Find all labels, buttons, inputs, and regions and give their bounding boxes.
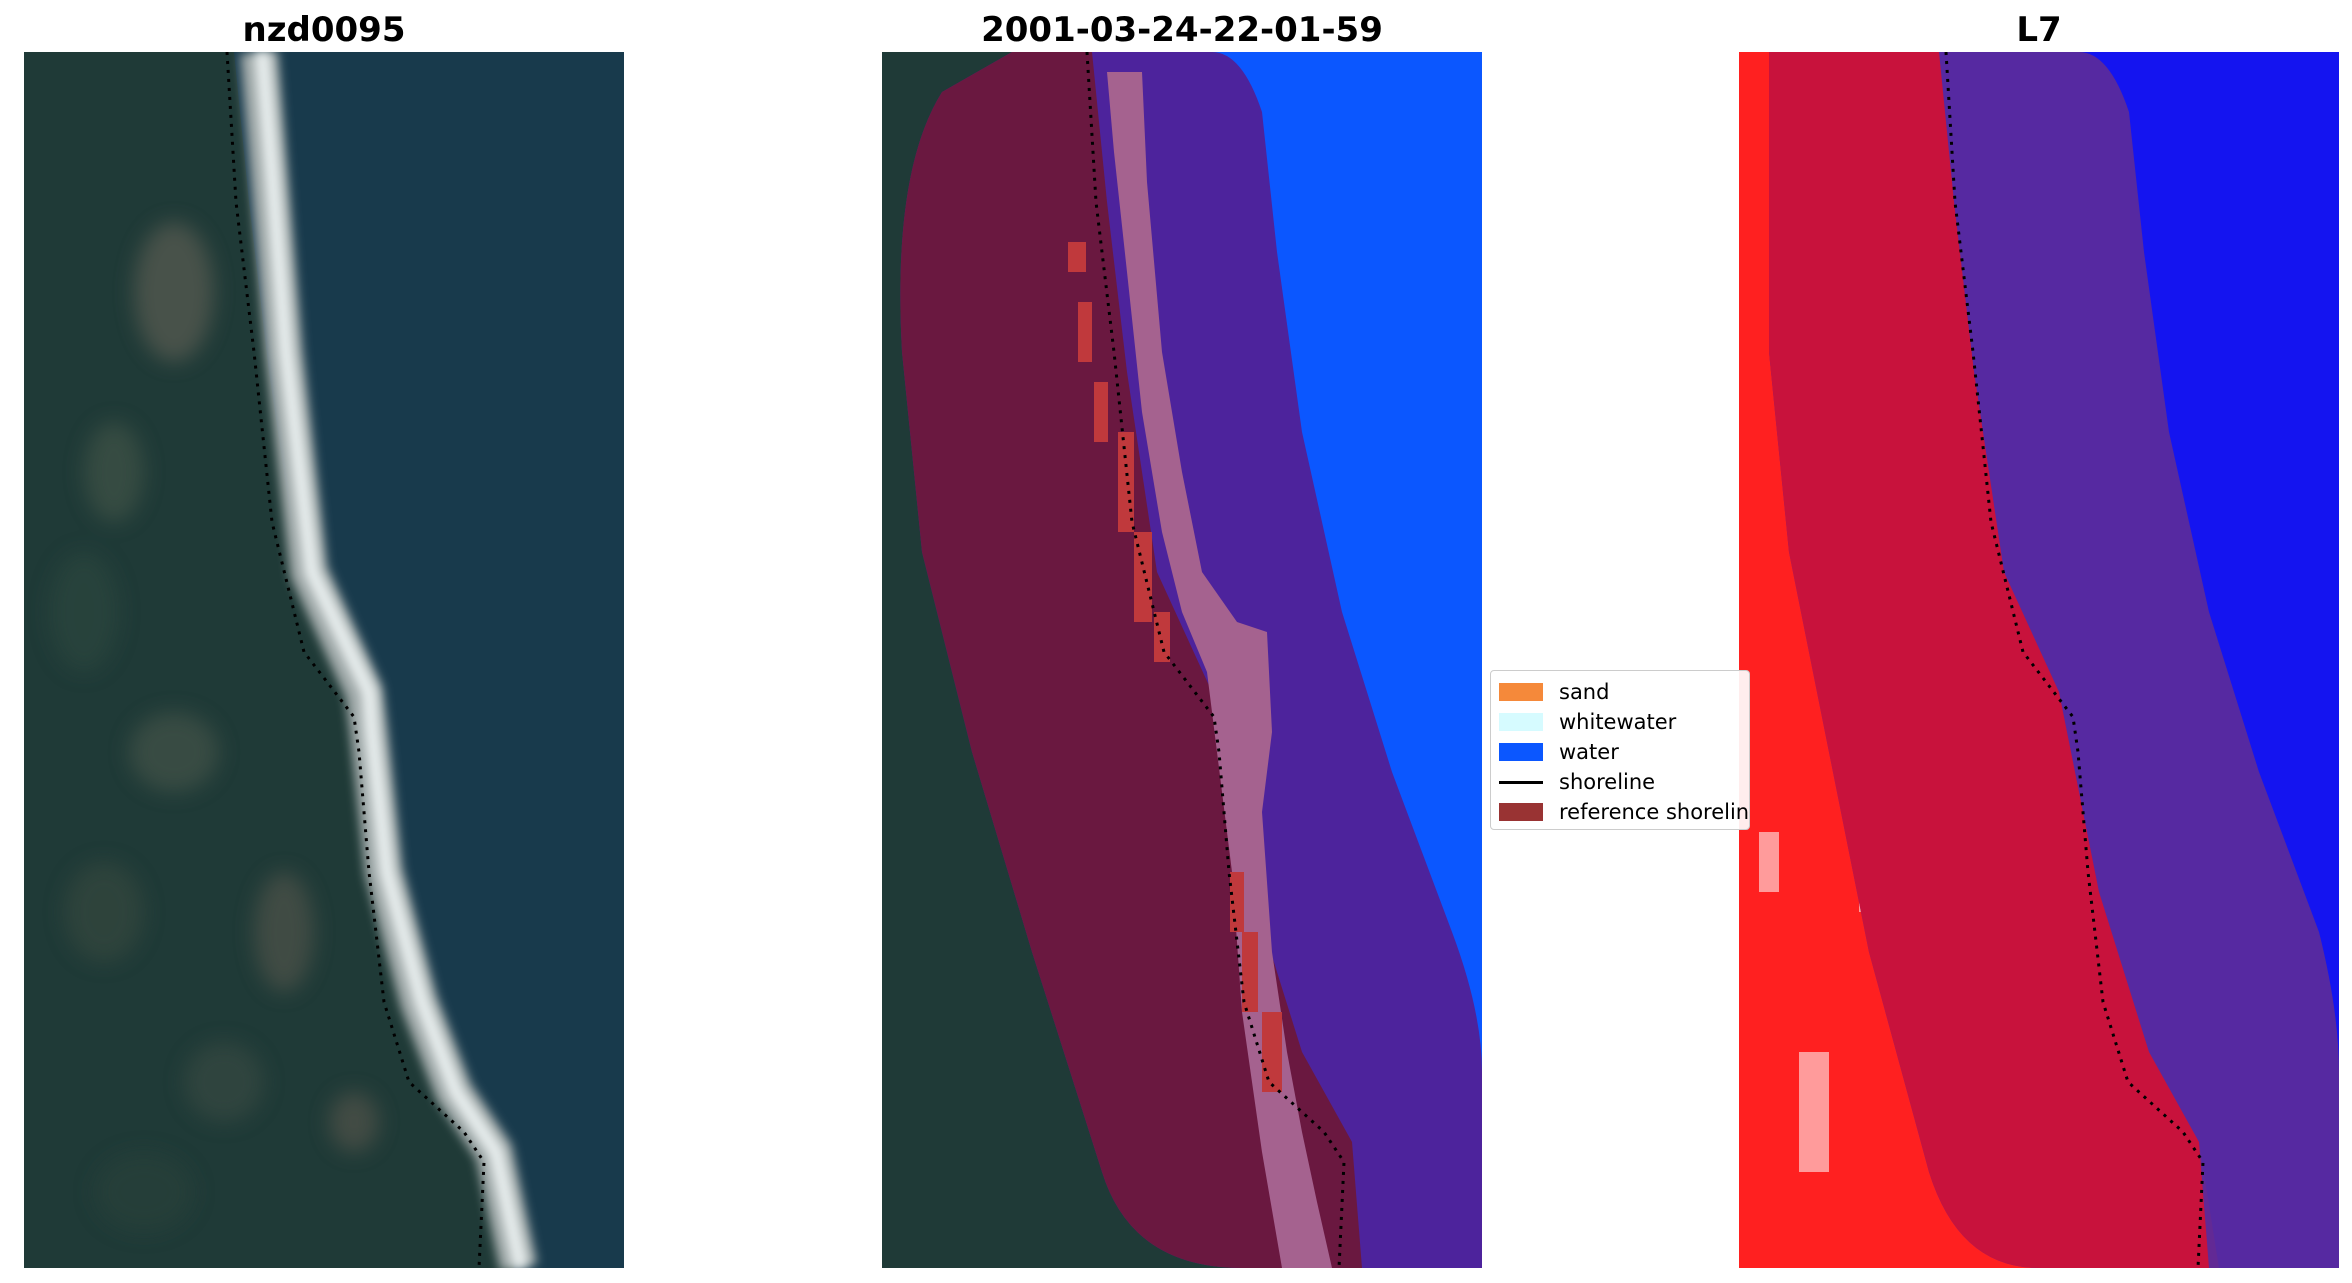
rgb-image (24, 52, 624, 1268)
rgb-image-panel (24, 52, 624, 1268)
legend-item-reference-shoreline: reference shoreline (1491, 797, 1749, 827)
water-swatch (1499, 743, 1543, 761)
reference-shoreline-swatch (1499, 803, 1543, 821)
legend: sand whitewater water shoreline referenc… (1490, 670, 1750, 830)
whitewater-class (1107, 72, 1332, 1268)
sand-class (1068, 242, 1282, 1092)
legend-label: shoreline (1559, 770, 1656, 794)
legend-label: reference shoreline (1559, 800, 1750, 824)
index-image (1739, 52, 2339, 1268)
index-image-panel (1739, 52, 2339, 1268)
shoreline-line-swatch (1499, 780, 1543, 784)
legend-label: water (1559, 740, 1619, 764)
whitewater-strip (254, 52, 529, 1268)
legend-label: whitewater (1559, 710, 1677, 734)
panel-title-rgb: nzd0095 (242, 10, 406, 50)
classified-image (882, 52, 1482, 1268)
legend-item-whitewater: whitewater (1491, 707, 1749, 737)
panel-title-index: L7 (2016, 10, 2062, 50)
legend-item-sand: sand (1491, 677, 1749, 707)
land-texture (49, 222, 379, 1232)
whitewater-swatch (1499, 713, 1543, 731)
legend-label: sand (1559, 680, 1610, 704)
legend-item-shoreline: shoreline (1491, 767, 1749, 797)
sand-swatch (1499, 683, 1543, 701)
panel-title-classified: 2001-03-24-22-01-59 (981, 10, 1383, 50)
classified-image-panel (882, 52, 1482, 1268)
legend-item-water: water (1491, 737, 1749, 767)
